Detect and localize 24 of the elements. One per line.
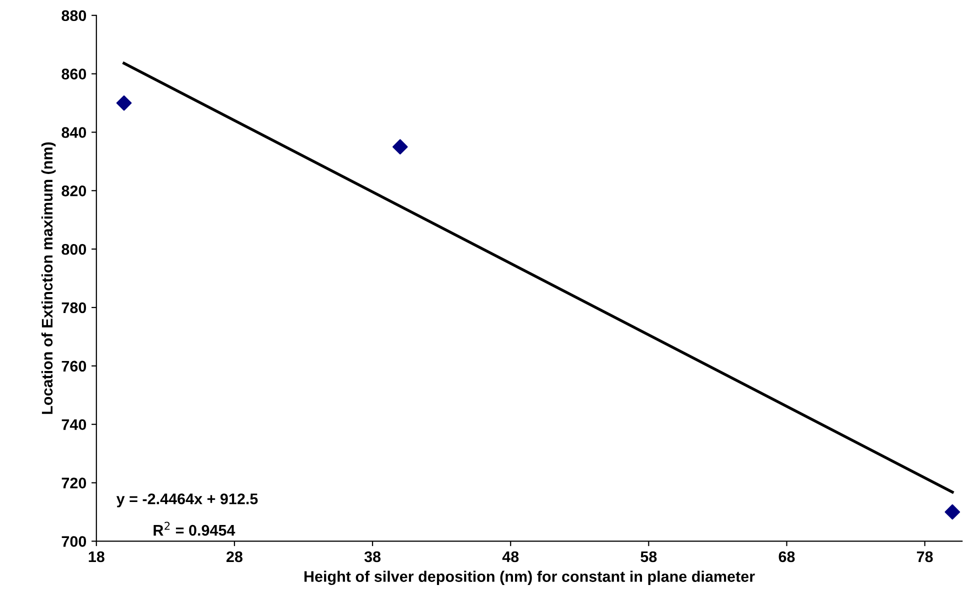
point — [392, 139, 408, 154]
y-tick-label: 800 — [62, 244, 86, 255]
y-tick-label: 840 — [62, 127, 86, 138]
annotation: R$^{2}$ = 0.9454 — [154, 522, 236, 536]
x-tick-label: 48 — [502, 551, 519, 562]
y-tick-label: 760 — [62, 360, 86, 372]
x-tick-label: 68 — [778, 551, 795, 562]
x-tick-label: 78 — [916, 551, 933, 562]
y-axis-title: Location of Extinction maximum (nm) — [41, 142, 56, 414]
x-tick-label: 58 — [640, 551, 657, 562]
y-tick-label: 820 — [62, 186, 86, 196]
x-axis-title: Height of silver deposition (nm) for constant in plane diameter — [304, 570, 755, 586]
y-tick-label: 780 — [62, 302, 86, 314]
y-tick-label: 880 — [62, 10, 86, 22]
y-tick-label: 740 — [62, 419, 86, 430]
annotation: y = -2.4464x + 912.5 — [116, 493, 258, 508]
point — [116, 95, 132, 111]
y-tick-label: 860 — [62, 68, 86, 80]
point — [944, 504, 960, 520]
x-tick-label: 28 — [226, 551, 242, 562]
x-tick-label: 38 — [364, 551, 381, 562]
x-tick-label: 18 — [88, 551, 104, 562]
y-tick-label: 700 — [62, 536, 86, 547]
y-tick-label: 720 — [62, 478, 86, 488]
